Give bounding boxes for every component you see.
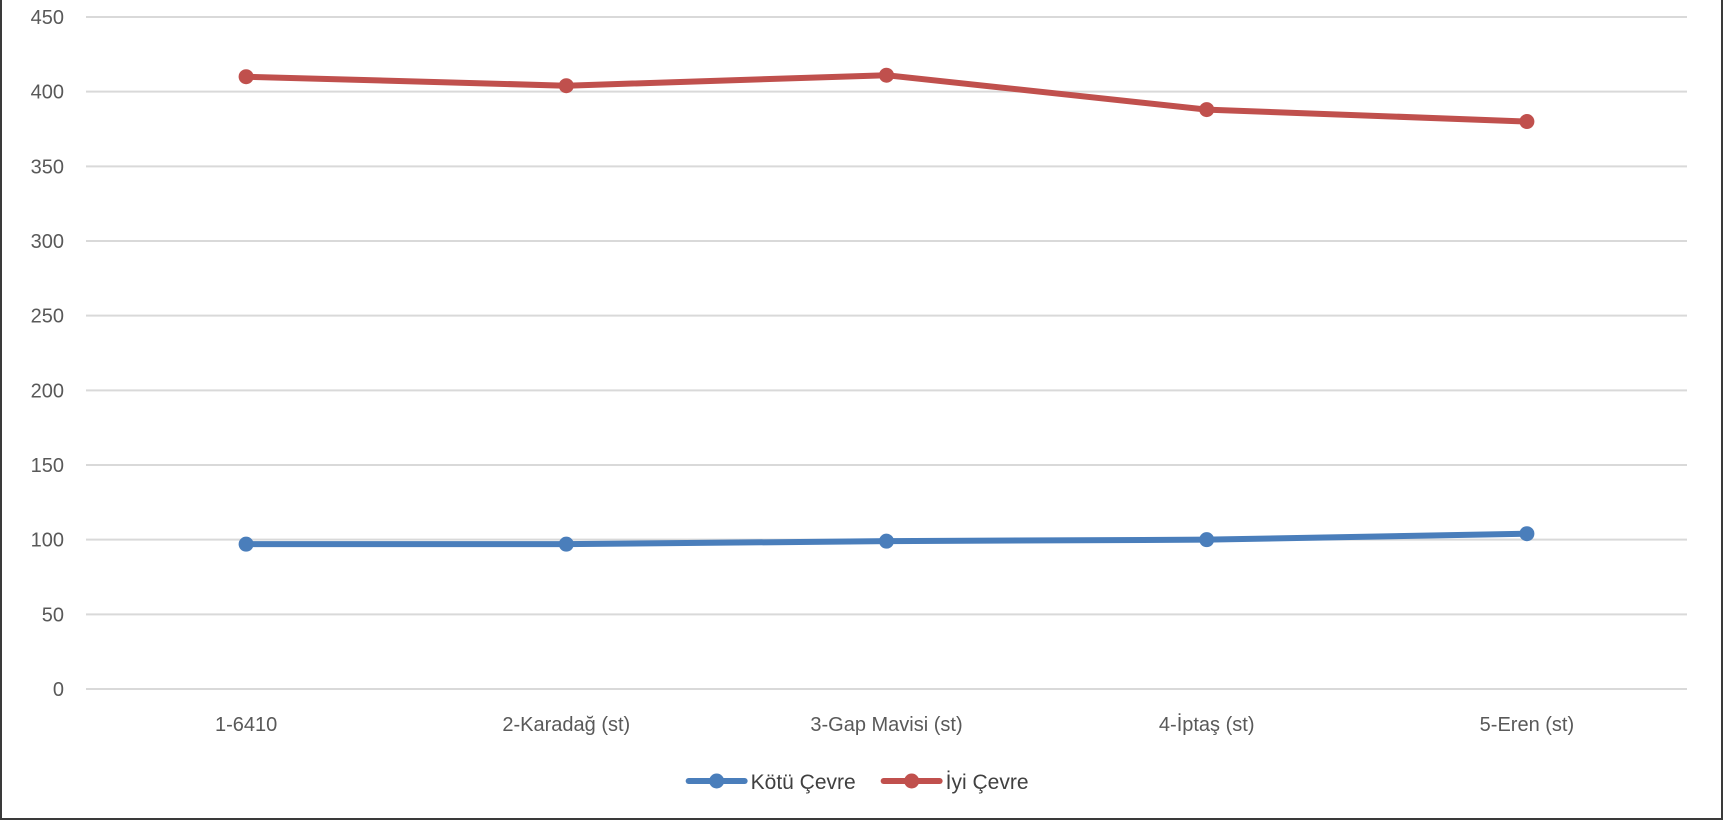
data-point	[558, 78, 574, 94]
y-tick-label: 300	[31, 231, 64, 253]
y-tick-label: 100	[31, 530, 64, 552]
series-2	[238, 67, 1535, 130]
x-axis-tick-labels: 1-6410 2-Karadağ (st) 3-Gap Mavisi (st) 4-İ…	[215, 713, 1574, 736]
x-tick-label: 5-Eren (st)	[1480, 714, 1574, 736]
y-tick-label: 250	[31, 306, 64, 328]
series-1	[238, 526, 1535, 552]
legend: Kötü Çevre İyi Çevre	[685, 771, 1029, 794]
legend-swatch-marker	[709, 773, 725, 789]
legend-item: Kötü Çevre	[685, 771, 856, 794]
y-tick-label: 400	[31, 82, 64, 104]
data-point	[558, 536, 574, 552]
y-axis-tick-labels: 0 50 100 150 200 250 300 350 400 450	[31, 7, 64, 701]
x-tick-label: 3-Gap Mavisi (st)	[810, 714, 962, 736]
y-tick-label: 450	[31, 7, 64, 29]
y-tick-label: 350	[31, 156, 64, 178]
x-tick-label: 4-İptaş (st)	[1159, 713, 1255, 736]
data-point	[1519, 526, 1535, 542]
legend-label: İyi Çevre	[946, 771, 1029, 794]
y-tick-label: 0	[53, 679, 64, 701]
y-tick-label: 150	[31, 455, 64, 477]
y-tick-label: 50	[42, 604, 64, 626]
x-tick-label: 1-6410	[215, 714, 277, 736]
data-point	[1519, 114, 1535, 130]
y-tick-label: 200	[31, 380, 64, 402]
x-tick-label: 2-Karadağ (st)	[502, 714, 630, 736]
data-point	[1199, 102, 1215, 118]
data-point	[238, 69, 254, 85]
legend-swatch-marker	[904, 773, 920, 789]
legend-item: İyi Çevre	[880, 771, 1029, 794]
data-point	[879, 67, 894, 83]
data-point	[238, 536, 254, 552]
data-point	[879, 533, 894, 549]
series-lines	[238, 67, 1535, 552]
gridlines	[86, 16, 1687, 690]
data-point	[1199, 532, 1215, 548]
legend-label: Kötü Çevre	[751, 771, 856, 794]
